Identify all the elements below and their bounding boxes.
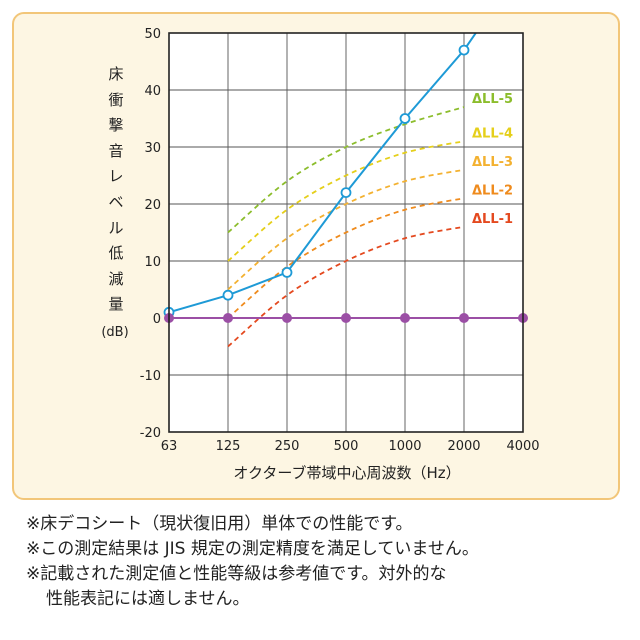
floor-impact-chart: 50 40 30 20 10 0 -10 -20 63 125 250 500 1000 2000 400… <box>140 27 540 454</box>
y-axis-label-char: レ <box>108 167 124 186</box>
y-axis-label-char: 減 <box>108 269 124 288</box>
y-axis-label-char: 量 <box>108 295 124 314</box>
y-axis-label-char: ベ <box>108 192 124 211</box>
y-axis-label-char: 低 <box>108 244 124 263</box>
plot-frame <box>168 32 524 433</box>
y-tick-label: 30 <box>144 141 161 156</box>
reference-curve-label: ΔLL-2 <box>472 183 513 198</box>
y-tick-label: -10 <box>140 369 161 384</box>
y-axis-label-char: ル <box>108 218 124 237</box>
data-point <box>222 289 234 301</box>
y-tick-label: -20 <box>140 426 161 441</box>
data-point <box>341 313 351 323</box>
note-4: 性能表記には適しません。 <box>46 589 250 609</box>
x-tick-label: 250 <box>275 439 300 454</box>
note-3: ※記載された測定値と性能等級は参考値です。対外的な <box>26 564 447 584</box>
reference-curve-labels: ΔLL-5 ΔLL-4 ΔLL-3 ΔLL-2 ΔLL-1 <box>472 92 513 227</box>
reference-curve-label: ΔLL-3 <box>472 155 513 170</box>
x-tick-label: 1000 <box>388 439 421 454</box>
reference-curve-label: ΔLL-4 <box>472 126 513 141</box>
data-point <box>223 313 233 323</box>
x-axis-label: オクターブ帯域中心周波数（Hz） <box>233 464 461 482</box>
data-point <box>282 313 292 323</box>
y-tick-label: 40 <box>144 84 161 99</box>
data-point <box>400 313 410 323</box>
data-point <box>458 44 470 56</box>
reference-curve-line <box>227 197 465 319</box>
note-2: ※この測定結果は JIS 規定の測定精度を満足していません。 <box>26 539 479 559</box>
reference-curve-label: ΔLL-5 <box>472 92 513 107</box>
note-1: ※床デコシート（現状復旧用）単体での性能です。 <box>26 514 413 534</box>
reference-curve-line <box>227 140 465 262</box>
data-point <box>399 113 411 124</box>
reference-curve-label: ΔLL-1 <box>472 212 513 227</box>
reference-curves <box>227 106 465 348</box>
data-point <box>459 313 469 323</box>
x-tick-label: 4000 <box>506 439 539 454</box>
reference-curve-line <box>227 225 465 348</box>
data-point <box>281 266 293 278</box>
x-tick-label: 125 <box>216 439 241 454</box>
y-tick-label: 0 <box>153 312 161 327</box>
x-tick-label: 500 <box>334 439 359 454</box>
y-tick-label: 20 <box>144 198 161 213</box>
y-tick-labels: 50 40 30 20 10 0 -10 -20 <box>140 27 161 441</box>
y-axis-label-char: 音 <box>108 141 124 160</box>
y-tick-label: 50 <box>144 27 161 42</box>
reference-curve-line <box>227 168 465 291</box>
y-tick-label: 10 <box>144 255 161 270</box>
y-axis-unit: (dB) <box>101 325 129 340</box>
y-axis-label-char: 撃 <box>108 116 124 135</box>
x-tick-label: 63 <box>161 439 178 454</box>
y-axis-label: 床衝撃音レベル低減量 <box>98 62 134 318</box>
x-tick-labels: 63 125 250 500 1000 2000 4000 <box>161 439 540 454</box>
x-tick-label: 2000 <box>447 439 480 454</box>
reference-curve-line <box>227 106 465 234</box>
y-axis-label-char: 床 <box>108 65 124 83</box>
y-axis-label-char: 衝 <box>108 90 124 109</box>
notes: ※床デコシート（現状復旧用）単体での性能です。 ※この測定結果は JIS 規定の… <box>26 512 626 612</box>
data-point <box>340 187 352 199</box>
